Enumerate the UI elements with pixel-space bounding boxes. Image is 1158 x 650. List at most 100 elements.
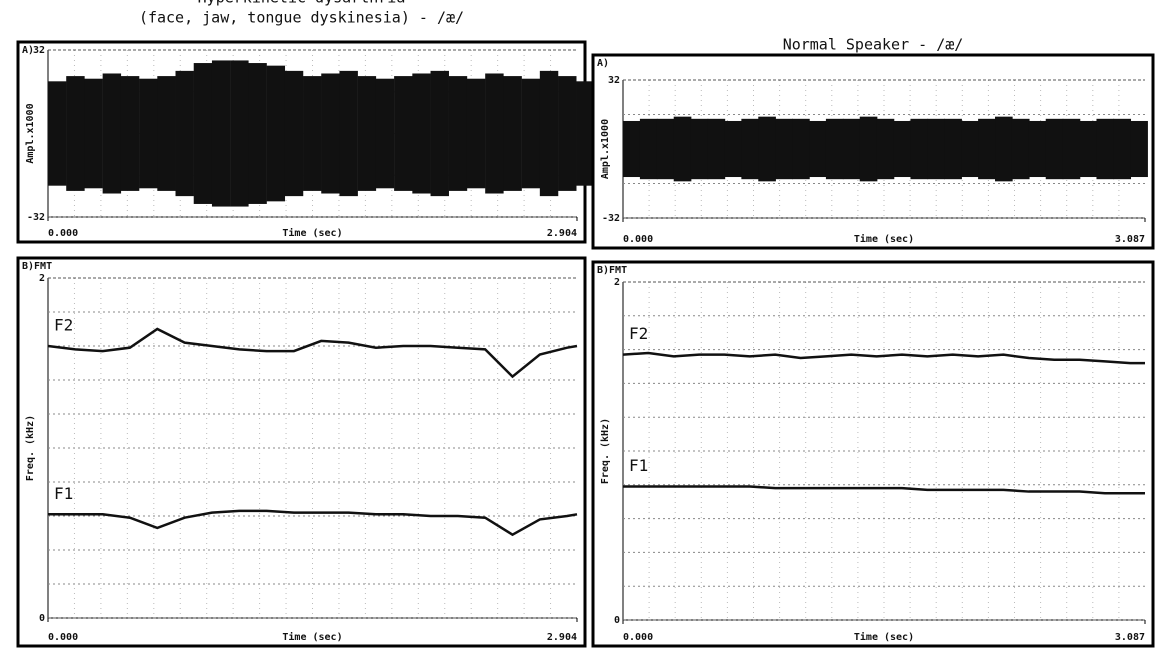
column-title: Hyperkinetic dysarthria xyxy=(198,0,406,7)
waveform-envelope xyxy=(910,118,929,180)
waveform-envelope xyxy=(211,60,231,207)
panel-label: A) xyxy=(597,58,609,69)
x-tick-label: 2.904 xyxy=(547,632,577,643)
waveform-envelope xyxy=(639,118,658,180)
y-tick-label: -32 xyxy=(602,213,620,224)
waveform-envelope xyxy=(1113,118,1132,180)
panel-label: A) xyxy=(22,45,34,56)
waveform-envelope xyxy=(375,78,395,189)
waveform-envelope xyxy=(120,76,140,191)
y-axis-label: Ampl.x1000 xyxy=(600,119,611,179)
waveform-envelope xyxy=(485,73,504,194)
panel-label: B)FMT xyxy=(22,261,52,272)
waveform-envelope xyxy=(1011,118,1030,180)
waveform-envelope xyxy=(230,60,249,207)
x-tick-label: 3.087 xyxy=(1115,234,1145,245)
y-tick-label: 0 xyxy=(614,615,620,626)
y-tick-label: 32 xyxy=(33,45,45,56)
y-tick-label: 2 xyxy=(614,277,620,288)
waveform-envelope xyxy=(84,78,103,189)
column-title: Normal Speaker - /æ/ xyxy=(783,36,964,54)
waveform-envelope xyxy=(339,70,358,197)
series-label: F1 xyxy=(54,484,73,503)
waveform-envelope xyxy=(357,76,377,191)
x-axis-label: Time (sec) xyxy=(282,631,342,643)
waveform-envelope xyxy=(66,76,85,191)
waveform-envelope xyxy=(303,76,322,191)
y-tick-label: -32 xyxy=(27,212,45,223)
waveform-envelope xyxy=(503,76,522,191)
y-axis-label: Freq. (kHz) xyxy=(25,415,36,481)
waveform-envelope xyxy=(266,65,286,202)
waveform-envelope xyxy=(539,70,559,197)
panel-frame xyxy=(591,260,1155,648)
waveform-envelope xyxy=(656,118,675,180)
x-tick-label: 3.087 xyxy=(1115,632,1145,643)
waveform-envelope xyxy=(859,116,878,182)
waveform-envelope xyxy=(1096,118,1115,180)
waveform-envelope xyxy=(412,73,431,194)
waveform-envelope xyxy=(792,118,810,180)
y-axis-label: Ampl.x1000 xyxy=(25,103,36,163)
waveform-envelope xyxy=(321,73,340,194)
x-axis-label: Time (sec) xyxy=(854,631,914,643)
x-axis-label: Time (sec) xyxy=(854,233,914,245)
waveform-envelope xyxy=(1130,120,1148,178)
waveform-envelope xyxy=(193,63,213,204)
waveform-envelope xyxy=(741,118,760,180)
waveform-envelope xyxy=(139,78,158,189)
waveform-envelope xyxy=(673,116,692,182)
x-tick-label: 0.000 xyxy=(48,228,78,239)
waveform-envelope xyxy=(724,120,743,178)
waveform-envelope xyxy=(758,116,776,182)
x-tick-label: 2.904 xyxy=(547,228,577,239)
x-tick-label: 0.000 xyxy=(623,632,653,643)
formant-track xyxy=(48,509,578,537)
waveform-envelope xyxy=(842,118,861,180)
waveform-envelope xyxy=(521,78,541,189)
waveform-envelope xyxy=(102,73,122,194)
waveform-envelope xyxy=(157,76,176,191)
waveform-envelope xyxy=(927,118,946,180)
waveform-envelope xyxy=(1079,120,1098,178)
waveform-envelope xyxy=(809,120,827,178)
waveform-envelope xyxy=(893,120,912,178)
x-tick-label: 0.000 xyxy=(48,632,78,643)
waveform-envelope xyxy=(978,118,996,180)
waveform-envelope xyxy=(430,70,449,197)
waveform-envelope xyxy=(284,70,304,197)
series-label: F2 xyxy=(54,316,73,335)
y-tick-label: 32 xyxy=(608,75,620,86)
waveform-envelope xyxy=(248,63,267,204)
formant-track xyxy=(622,351,1145,365)
y-tick-label: 0 xyxy=(39,613,45,624)
y-tick-label: 2 xyxy=(39,273,45,284)
waveform-envelope xyxy=(876,118,895,180)
waveform-envelope xyxy=(175,70,194,197)
panel-frame xyxy=(16,256,587,648)
formant-track xyxy=(47,327,578,379)
waveform-envelope xyxy=(448,76,468,191)
x-axis-label: Time (sec) xyxy=(282,227,342,239)
formant-track xyxy=(623,485,1145,495)
waveform-envelope xyxy=(394,76,413,191)
column-title: (face, jaw, tongue dyskinesia) - /æ/ xyxy=(139,9,464,27)
series-label: F1 xyxy=(629,456,648,475)
waveform-envelope xyxy=(558,76,577,191)
waveform-envelope xyxy=(690,118,709,180)
waveform-envelope xyxy=(576,81,595,186)
waveform-envelope xyxy=(1028,120,1047,178)
waveform-envelope xyxy=(48,81,67,186)
waveform-envelope xyxy=(466,78,486,189)
waveform-envelope xyxy=(775,118,793,180)
waveform-envelope xyxy=(707,118,726,180)
waveform-envelope xyxy=(1062,118,1081,180)
waveform-envelope xyxy=(623,120,641,178)
waveform-envelope xyxy=(1045,118,1064,180)
y-axis-label: Freq. (kHz) xyxy=(600,418,611,484)
waveform-envelope xyxy=(995,116,1013,182)
panel-label: B)FMT xyxy=(597,265,627,276)
waveform-envelope xyxy=(944,118,962,180)
series-label: F2 xyxy=(629,324,648,343)
